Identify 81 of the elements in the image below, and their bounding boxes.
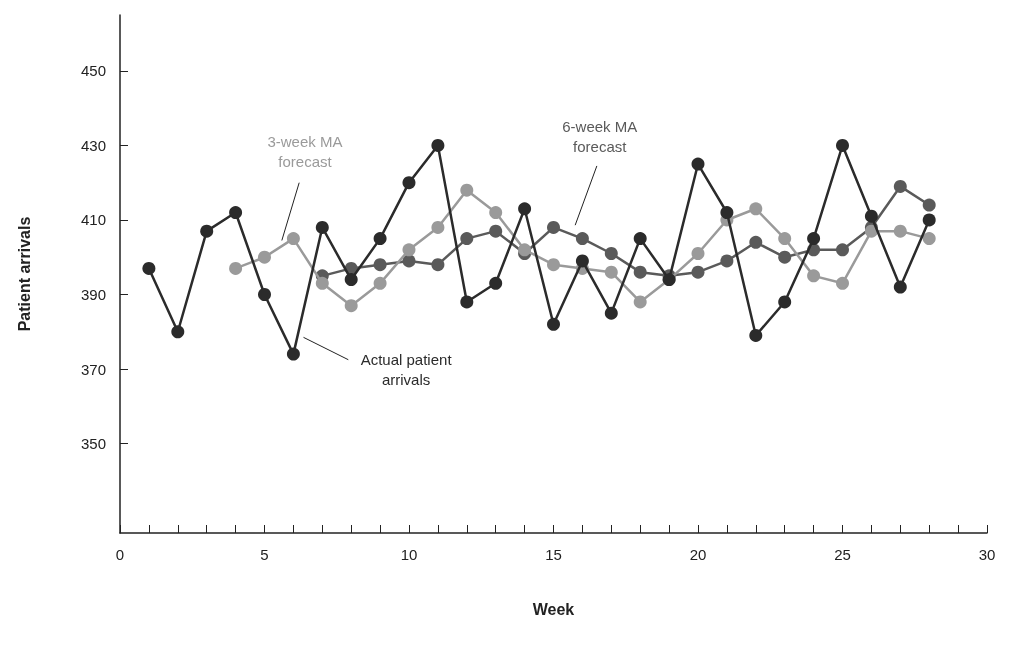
point: [604, 265, 618, 279]
text: 6-week MA forecast: [562, 117, 638, 155]
point: [893, 224, 907, 238]
point: [489, 276, 503, 290]
point: [373, 258, 387, 272]
point: [720, 206, 734, 220]
point: [633, 232, 647, 246]
y-tick-label: 450: [80, 62, 106, 80]
point: [518, 202, 532, 216]
point: [142, 261, 156, 275]
point: [836, 138, 849, 152]
point: [836, 243, 849, 257]
point: [431, 138, 445, 152]
point: [460, 295, 474, 309]
point: [575, 232, 589, 246]
point: [171, 325, 185, 339]
y-tick-label: 410: [80, 211, 106, 229]
point: [200, 224, 214, 238]
point: [258, 288, 271, 301]
point: [922, 198, 936, 212]
point: [893, 280, 907, 294]
point: [807, 269, 821, 283]
point: [807, 232, 821, 246]
point: [633, 295, 647, 309]
x-tick-label: 10: [400, 546, 418, 563]
point: [315, 276, 329, 290]
x-tick-label: 20: [689, 546, 707, 563]
point: [691, 157, 705, 171]
point: [778, 295, 792, 309]
y-tick-label: 390: [80, 286, 106, 303]
point: [344, 299, 358, 313]
text: 3-week MA forecast: [267, 132, 343, 170]
point: [344, 273, 358, 287]
point: [286, 347, 300, 361]
point: [691, 265, 705, 279]
point: [749, 328, 763, 342]
point: [720, 254, 734, 268]
y-axis-title: Patient arrivals: [15, 216, 33, 332]
point: [402, 243, 416, 257]
point: [286, 232, 300, 246]
point: [778, 250, 792, 264]
point: [373, 232, 387, 246]
point: [258, 250, 271, 264]
x-tick-label: 25: [834, 546, 851, 563]
x-tick-label: 0: [115, 546, 125, 563]
point: [489, 206, 503, 220]
point: [460, 183, 474, 197]
point: [547, 220, 560, 234]
point: [864, 209, 878, 223]
point: [460, 232, 474, 246]
point: [749, 202, 763, 216]
point: [518, 243, 532, 257]
x-tick-label: 15: [545, 546, 562, 563]
point: [229, 261, 243, 275]
x-tick-label: 5: [260, 546, 269, 563]
point: [778, 232, 792, 246]
point: [633, 265, 647, 279]
point: [893, 179, 907, 193]
point: [836, 276, 849, 290]
y-tick-label: 430: [80, 136, 106, 154]
point: [749, 235, 763, 249]
point: [229, 206, 243, 220]
x-tick-label: 30: [978, 546, 996, 563]
point: [922, 213, 936, 227]
y-tick-label: 350: [80, 435, 106, 453]
point: [922, 232, 936, 246]
point: [575, 254, 589, 268]
text: Actual patient arrivals: [360, 350, 453, 388]
point: [547, 258, 560, 272]
point: [315, 220, 329, 234]
point: [691, 247, 705, 260]
point: [373, 276, 387, 290]
y-tick-label: 370: [80, 360, 106, 378]
point: [604, 247, 618, 260]
point: [547, 317, 560, 331]
point: [604, 306, 618, 320]
point: [431, 220, 445, 234]
point: [402, 176, 416, 190]
point: [489, 224, 503, 238]
x-axis-title: Week: [532, 600, 575, 618]
point: [431, 258, 445, 272]
